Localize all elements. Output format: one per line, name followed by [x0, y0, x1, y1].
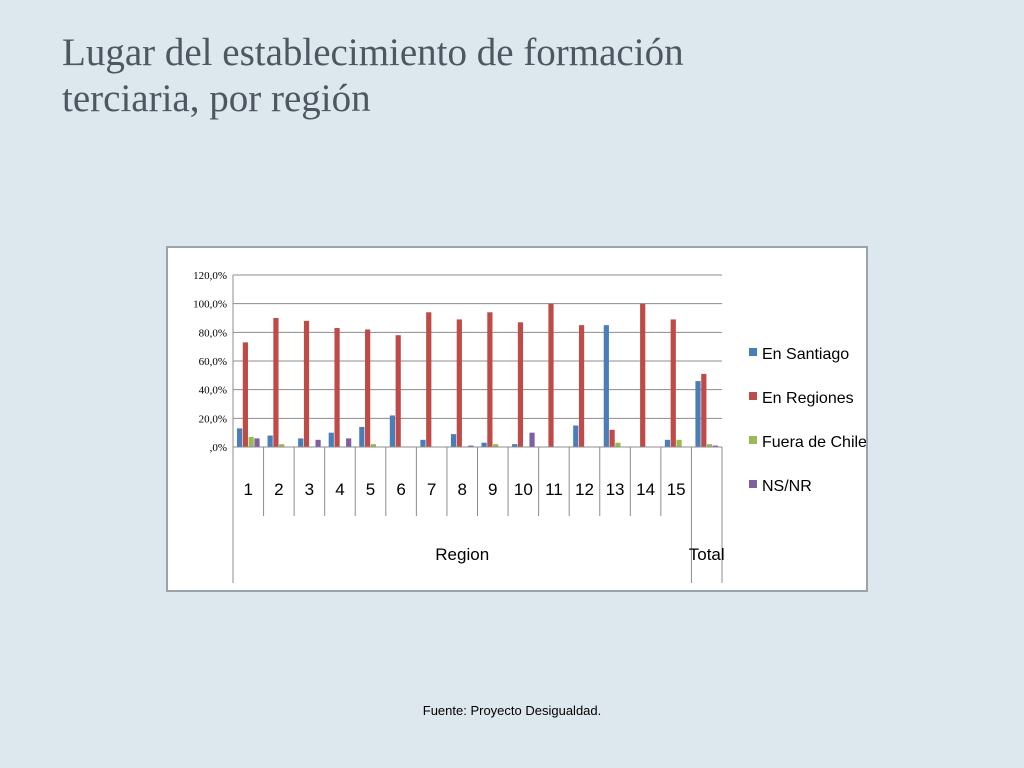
- bar: [273, 318, 279, 447]
- bar: [578, 325, 585, 447]
- x-tick-label: 10: [514, 480, 533, 499]
- x-tick-label: 2: [274, 480, 283, 499]
- y-tick-label: 40,0%: [199, 385, 227, 397]
- legend-label: Fuera de Chile: [762, 434, 866, 451]
- bar: [315, 439, 321, 447]
- slide-title: Lugar del establecimiento de formación t…: [62, 30, 962, 122]
- x-tick-label: 5: [366, 480, 375, 499]
- legend-swatch: [749, 348, 757, 356]
- x-tick-label: 1: [244, 480, 253, 499]
- bar: [487, 312, 493, 447]
- axis-layer: ,0%20,0%40,0%60,0%80,0%100,0%120,0%1 2 3 4 5…: [193, 270, 725, 583]
- x-group-label: Region: [435, 545, 489, 564]
- x-tick-label: 9: [488, 480, 497, 499]
- bar: [279, 444, 285, 447]
- legend-label: En Santiago: [762, 346, 849, 363]
- bar: [640, 303, 646, 447]
- legend-swatch: [749, 480, 757, 488]
- bar: [707, 444, 713, 447]
- bar: [328, 432, 334, 447]
- bar: [248, 436, 254, 447]
- bar: [359, 426, 365, 447]
- bar: [468, 445, 474, 447]
- x-group-label: Total: [689, 545, 725, 564]
- y-tick-label: 80,0%: [199, 327, 227, 339]
- bar: [609, 429, 615, 447]
- bar: [456, 319, 462, 447]
- legend-swatch: [749, 436, 757, 444]
- bar: [389, 415, 395, 447]
- title-line-2: terciaria, por región: [62, 77, 371, 120]
- y-tick-label: 20,0%: [199, 413, 227, 425]
- bar: [701, 373, 707, 447]
- y-tick-label: 100,0%: [193, 299, 227, 311]
- bar: [298, 438, 304, 447]
- source-note: Fuente: Proyecto Desigualdad.: [422, 703, 602, 718]
- bar: [346, 438, 352, 447]
- x-tick-label: 12: [575, 480, 594, 499]
- legend-label: En Regiones: [762, 390, 854, 407]
- bar: [334, 328, 340, 447]
- x-tick-label: 14: [636, 480, 655, 499]
- bar: [395, 335, 401, 447]
- bar: [481, 442, 487, 447]
- x-tick-label: 6: [396, 480, 405, 499]
- legend-swatch: [749, 392, 757, 400]
- bar: [242, 342, 248, 447]
- bar-layer: [236, 303, 719, 447]
- chart-frame: ,0% 20,0% 40,0% 60,0% 80,0% 100,0% 120,0% 1 2 3 4 5…: [166, 246, 868, 592]
- y-tick-label: 120,0%: [193, 270, 227, 282]
- y-tick-label: 60,0%: [199, 356, 227, 368]
- bar: [603, 325, 609, 447]
- bar: [493, 444, 499, 447]
- bar: [254, 438, 260, 447]
- title-line-1: Lugar del establecimiento de formación: [62, 31, 684, 74]
- legend-layer: En Santiago En Regiones Fuera de Chile NS/N…: [749, 346, 866, 495]
- bar: [236, 428, 243, 447]
- bar: [695, 381, 701, 447]
- bar: [573, 425, 579, 447]
- bar: [670, 319, 676, 447]
- bar: [370, 444, 377, 447]
- bar: [267, 435, 273, 447]
- bar: [548, 303, 554, 447]
- bar: [676, 439, 682, 447]
- bar: [512, 444, 518, 447]
- x-tick-label: 7: [427, 480, 436, 499]
- bar: [712, 445, 719, 447]
- bar: [615, 442, 621, 447]
- x-tick-label: 3: [305, 480, 314, 499]
- x-tick-label: 4: [335, 480, 344, 499]
- bar: [365, 329, 371, 447]
- x-tick-label: 13: [606, 480, 625, 499]
- bar: [529, 432, 535, 447]
- bar: [303, 320, 310, 447]
- bar: [517, 322, 524, 447]
- bar: [426, 312, 432, 447]
- legend-label: NS/NR: [762, 478, 812, 495]
- x-tick-label: 8: [457, 480, 466, 499]
- bar: [450, 434, 457, 447]
- bar: [664, 439, 671, 447]
- bar-chart: ,0%20,0%40,0%60,0%80,0%100,0%120,0%1 2 3 4 5…: [193, 270, 866, 583]
- x-tick-label: 11: [545, 480, 563, 499]
- x-tick-label: 15: [667, 480, 686, 499]
- y-tick-label: ,0%: [210, 442, 227, 454]
- bar: [420, 439, 426, 447]
